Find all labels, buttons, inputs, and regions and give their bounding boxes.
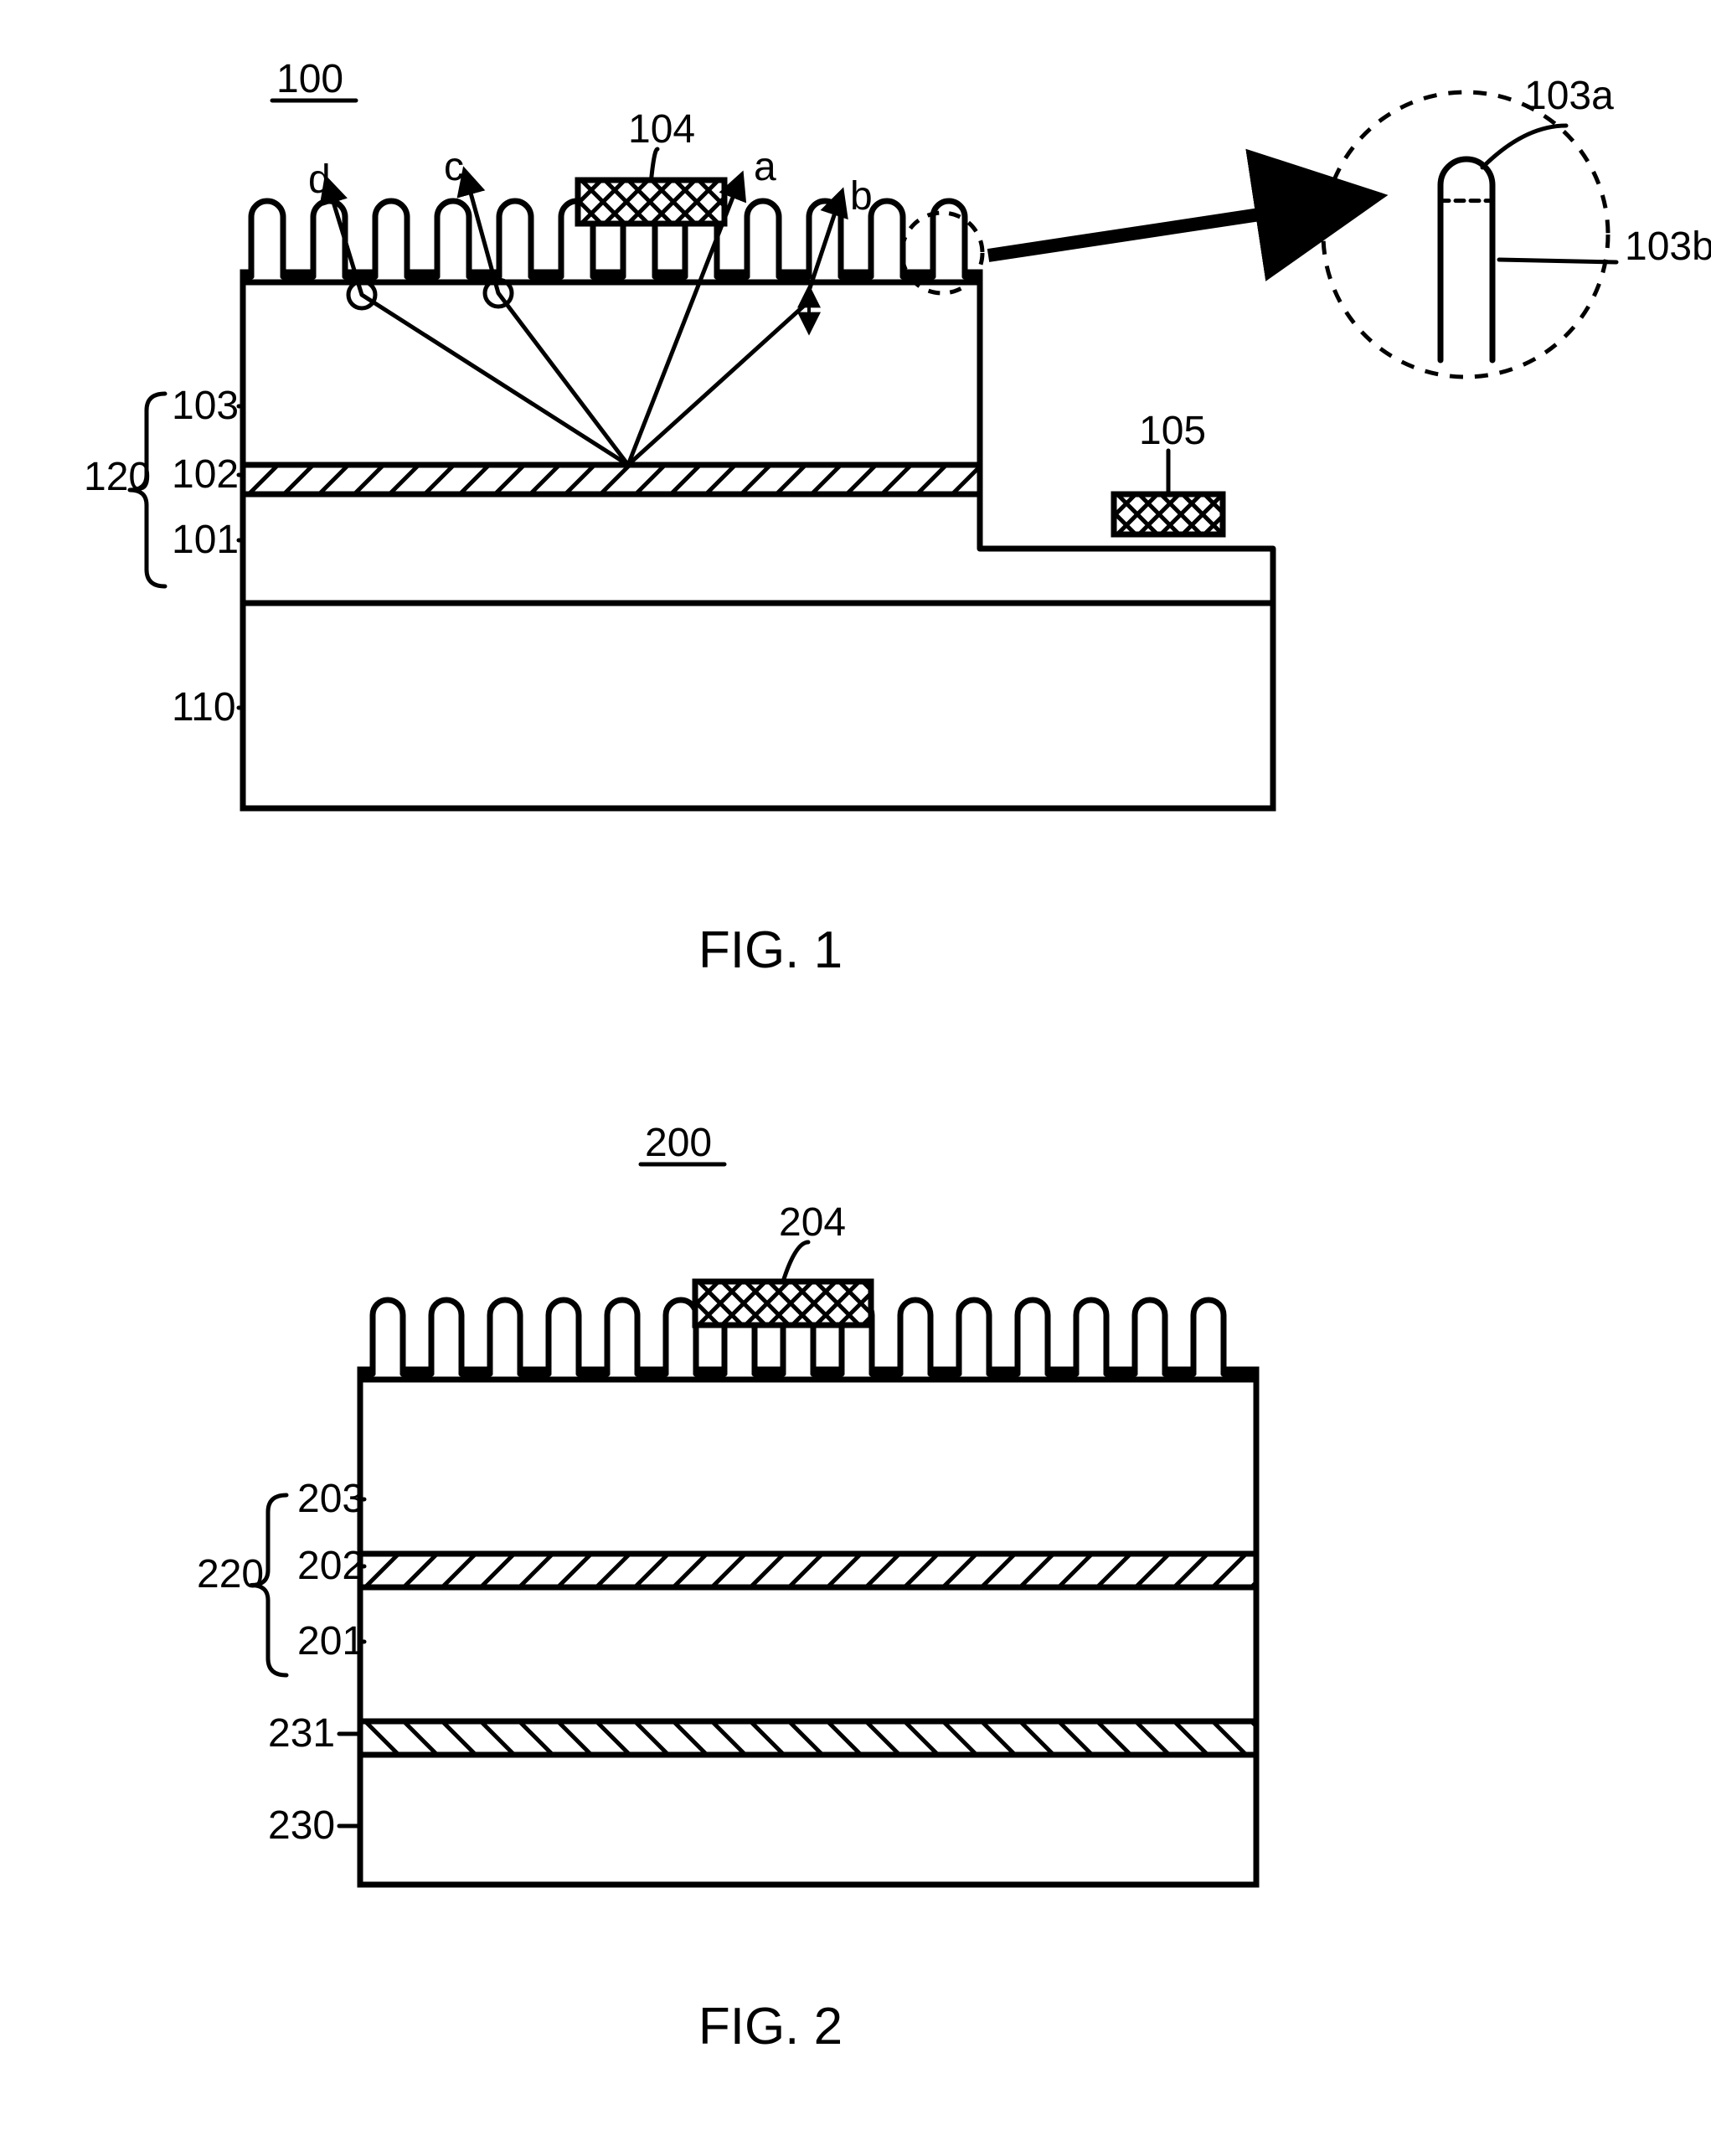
svg-text:c: c — [444, 145, 464, 189]
svg-text:200: 200 — [645, 1121, 712, 1165]
svg-text:100: 100 — [276, 57, 343, 101]
svg-text:103a: 103a — [1524, 74, 1614, 118]
svg-text:FIG. 1: FIG. 1 — [698, 921, 843, 979]
svg-text:110: 110 — [172, 685, 236, 730]
diagram-svg: 100 110 101 102 103 120 104 105 a b c d 103a 103b FIG.… — [0, 0, 1711, 2156]
svg-text:203: 203 — [297, 1477, 364, 1521]
svg-text:120: 120 — [84, 455, 151, 499]
svg-text:d: d — [308, 157, 331, 202]
svg-text:202: 202 — [297, 1544, 364, 1588]
svg-text:204: 204 — [779, 1200, 846, 1245]
svg-text:104: 104 — [628, 107, 695, 152]
svg-text:230: 230 — [268, 1803, 335, 1848]
svg-text:103b: 103b — [1625, 224, 1711, 269]
svg-text:105: 105 — [1139, 409, 1206, 453]
svg-text:FIG. 2: FIG. 2 — [698, 1998, 843, 2055]
svg-text:102: 102 — [172, 452, 239, 497]
svg-text:b: b — [850, 174, 873, 219]
svg-text:101: 101 — [172, 518, 239, 562]
svg-text:231: 231 — [268, 1711, 335, 1756]
svg-text:103: 103 — [172, 384, 239, 428]
svg-text:220: 220 — [197, 1552, 264, 1596]
svg-text:201: 201 — [297, 1619, 364, 1663]
svg-text:a: a — [754, 145, 776, 189]
